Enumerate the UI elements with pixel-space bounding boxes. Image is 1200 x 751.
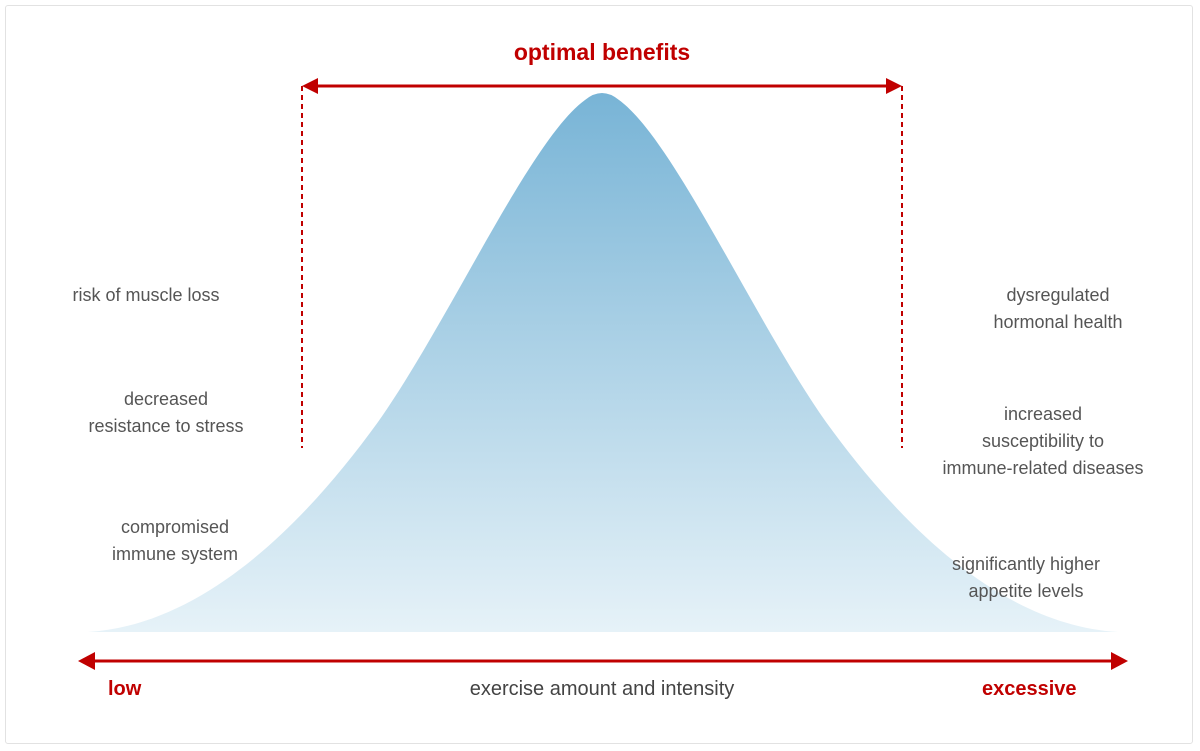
right-effect-appetite: significantly higher appetite levels [951, 554, 1101, 601]
optimal-benefits-title: optimal benefits [513, 39, 691, 65]
left-effect-muscle-loss: risk of muscle loss [72, 285, 220, 305]
right-effect-hormonal-health: dysregulated hormonal health [993, 285, 1123, 332]
left-effect-immune-system: compromised immune system [111, 517, 239, 564]
right-effect-immune-diseases: increased susceptibility to immune-relat… [942, 404, 1144, 478]
x-axis-arrow [78, 652, 1128, 670]
left-effect-stress-resistance: decreased resistance to stress [88, 389, 244, 436]
bell-curve [88, 93, 1118, 632]
optimal-range-arrow [302, 78, 902, 94]
axis-excessive-label: excessive [982, 678, 1077, 700]
axis-low-label: low [108, 678, 142, 700]
axis-label: exercise amount and intensity [469, 678, 735, 700]
